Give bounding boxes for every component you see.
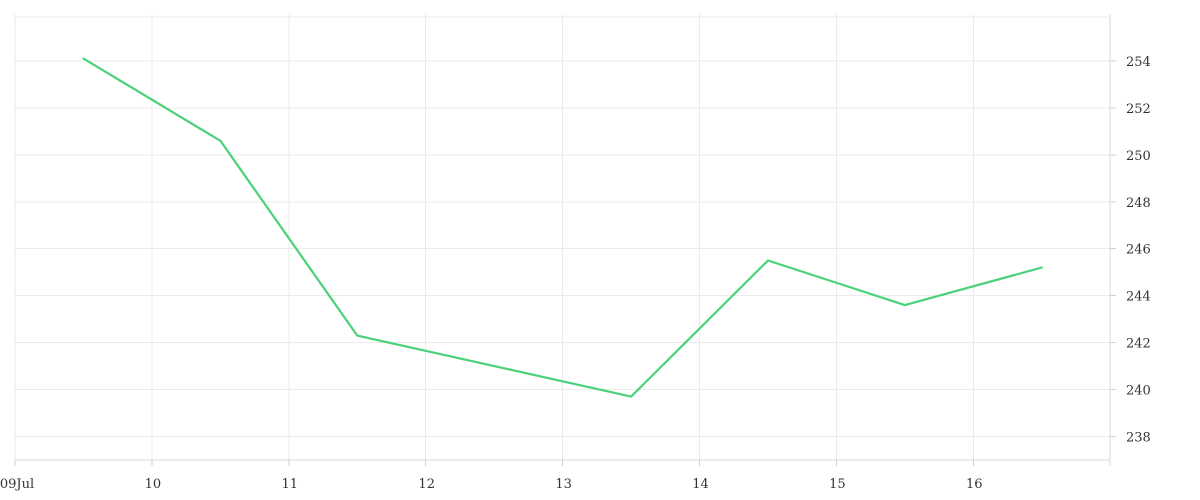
horizontal-gridlines <box>15 16 1110 438</box>
series-line <box>82 57 1043 398</box>
x-tick-label: 12 <box>418 477 435 492</box>
y-tick-label: 238 <box>1126 431 1151 446</box>
y-tick-label: 252 <box>1126 102 1151 117</box>
x-tick-label: 16 <box>966 477 983 492</box>
y-tick-label: 244 <box>1126 290 1151 305</box>
x-tick-label: 09Jul <box>0 477 34 492</box>
x-tick-label: 13 <box>555 477 572 492</box>
x-tick-label: 11 <box>282 477 299 492</box>
y-axis-ticks: 238 240 242 244 246 248 250 252 254 <box>1110 55 1151 446</box>
y-tick-label: 242 <box>1126 337 1151 352</box>
y-tick-label: 240 <box>1126 384 1151 399</box>
x-axis-ticks: 09Jul 10 11 12 13 14 15 16 <box>0 460 983 492</box>
series-group <box>82 57 1043 398</box>
vertical-gridlines <box>14 14 1111 460</box>
y-tick-label: 246 <box>1126 243 1151 258</box>
x-tick-label: 15 <box>829 477 846 492</box>
y-tick-label: 254 <box>1126 55 1151 70</box>
y-tick-label: 248 <box>1126 196 1151 211</box>
y-tick-label: 250 <box>1126 149 1151 164</box>
x-tick-label: 14 <box>692 477 709 492</box>
x-tick-label: 10 <box>145 477 162 492</box>
